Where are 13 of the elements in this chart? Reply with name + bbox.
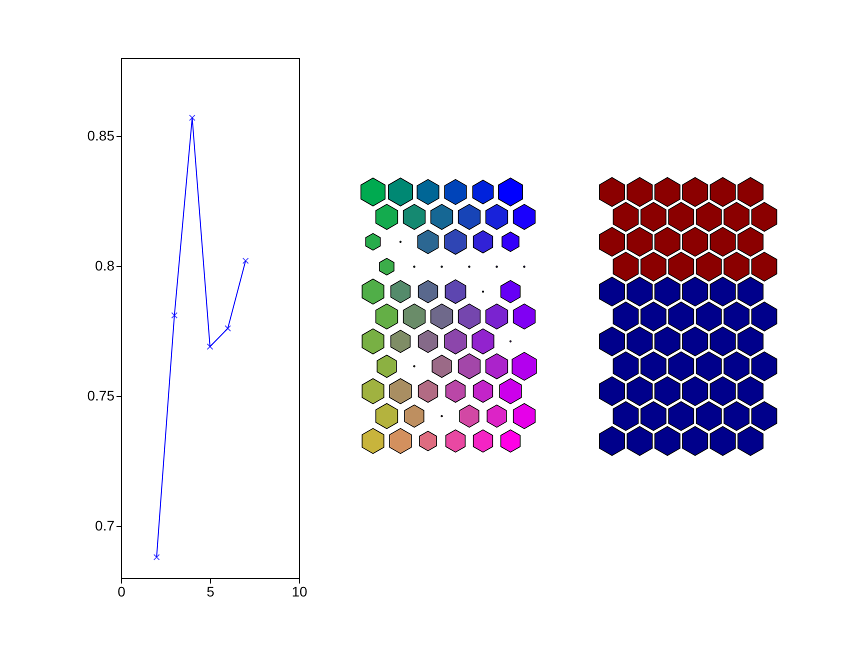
y-tick-label: 0.75 (87, 388, 115, 404)
point (171, 312, 178, 319)
x-tick-label: 0 (118, 584, 126, 600)
point (242, 258, 249, 264)
point (153, 554, 160, 560)
point (188, 114, 196, 122)
y-tick-label: 0.8 (95, 258, 115, 274)
point (206, 343, 214, 350)
x-tick-label: 5 (206, 584, 215, 600)
point (224, 325, 232, 332)
y-tick-label: 0.7 (95, 518, 115, 534)
y-tick-label: 0.85 (87, 128, 115, 144)
x-tick-label: 10 (292, 584, 308, 600)
